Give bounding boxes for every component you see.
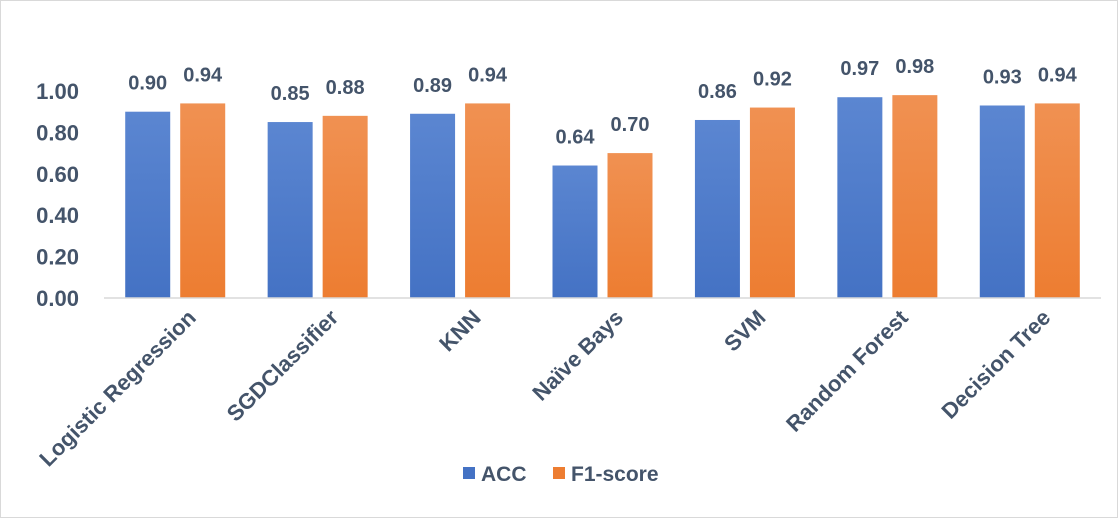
category-label: Decision Tree xyxy=(936,305,1055,424)
data-labels-group: 0.90 0.94 0.85 0.88 0.89 0.94 0.64 0.70 0.86 0.92… xyxy=(128,56,1077,148)
data-label: 0.85 xyxy=(271,83,310,105)
y-tick-label: 0.40 xyxy=(36,203,79,228)
category-label: Logistic Regression xyxy=(34,305,200,471)
category-label: SVM xyxy=(719,305,770,356)
data-label: 0.89 xyxy=(413,75,452,97)
data-label: 0.94 xyxy=(183,64,223,86)
category-label: Naïve Bays xyxy=(527,305,628,406)
bar-acc xyxy=(552,165,598,298)
y-axis-tick-labels: 0.00 0.20 0.40 0.60 0.80 1.00 xyxy=(36,79,79,311)
bar-acc xyxy=(694,119,740,298)
y-tick-label: 0.00 xyxy=(36,286,79,311)
y-tick-label: 1.00 xyxy=(36,79,79,104)
legend-label: F1-score xyxy=(571,463,659,486)
data-label: 0.98 xyxy=(895,56,934,78)
bar-f1-score xyxy=(749,107,795,298)
data-label: 0.97 xyxy=(840,58,879,80)
legend-label: ACC xyxy=(481,463,527,486)
category-label: SGDClassifier xyxy=(222,305,344,427)
bar-acc xyxy=(267,122,313,298)
data-label: 0.86 xyxy=(698,81,737,103)
bar-acc xyxy=(979,105,1025,299)
category-label: Random Forest xyxy=(781,304,913,436)
bar-f1-score xyxy=(322,115,368,298)
data-label: 0.92 xyxy=(753,69,792,91)
bar-acc xyxy=(125,111,171,298)
bar-series-group xyxy=(125,95,1080,299)
y-tick-label: 0.80 xyxy=(36,120,79,145)
data-label: 0.88 xyxy=(326,77,365,99)
bar-f1-score xyxy=(607,153,653,298)
legend-swatch xyxy=(553,467,565,479)
bar-acc xyxy=(410,113,456,299)
category-labels-group: Logistic Regression SGDClassifier KNN Naïve… xyxy=(34,304,1055,471)
data-label: 0.70 xyxy=(611,114,650,136)
bar-f1-score xyxy=(1034,103,1080,298)
bar-acc xyxy=(837,97,883,299)
category-label: KNN xyxy=(434,305,485,356)
y-tick-label: 0.60 xyxy=(36,162,79,187)
data-label: 0.90 xyxy=(128,73,167,95)
bar-f1-score xyxy=(892,95,938,298)
data-label: 0.94 xyxy=(1038,64,1078,86)
data-label: 0.93 xyxy=(983,66,1022,88)
bar-f1-score xyxy=(180,103,226,298)
y-tick-label: 0.20 xyxy=(36,245,79,270)
legend-swatch xyxy=(463,467,475,479)
data-label: 0.64 xyxy=(556,127,596,149)
data-label: 0.94 xyxy=(468,64,508,86)
legend: ACC F1-score xyxy=(463,463,659,486)
bar-f1-score xyxy=(465,103,511,298)
